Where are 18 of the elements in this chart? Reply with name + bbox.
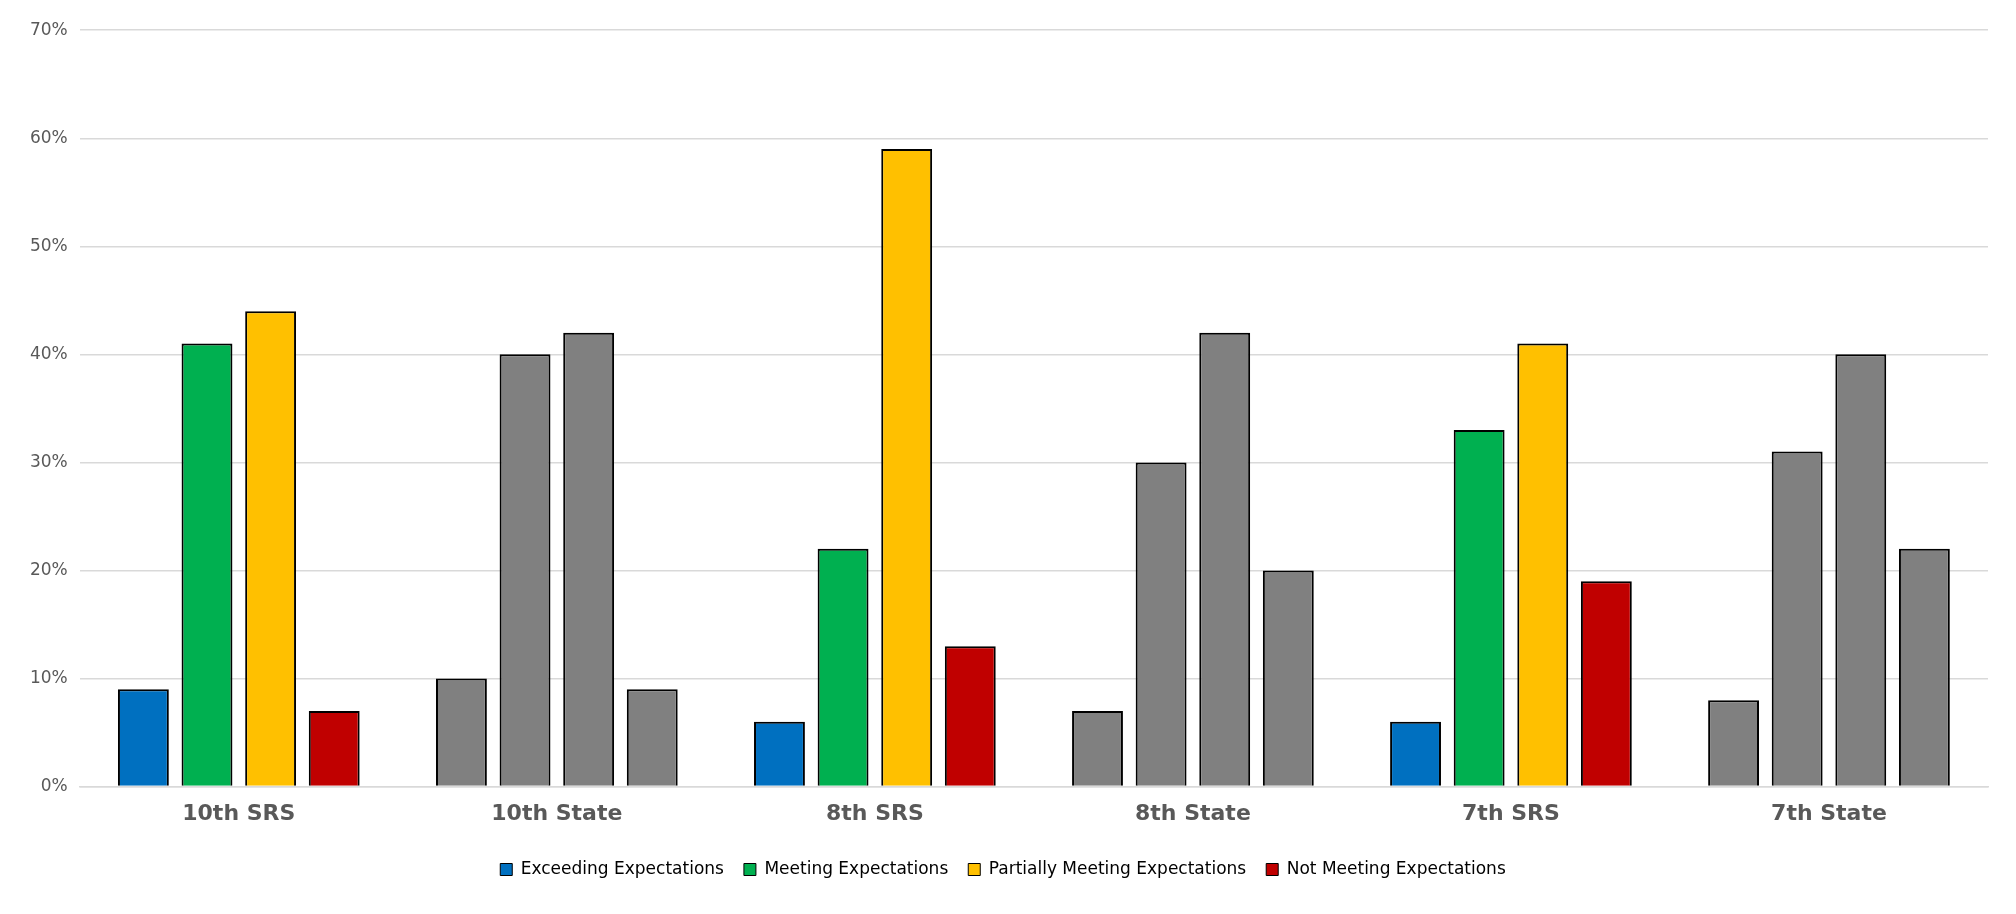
legend-label: Not Meeting Expectations: [1286, 857, 1506, 878]
x-tick-label: 10th SRS: [182, 799, 296, 825]
legend-label: Partially Meeting Expectations: [988, 857, 1247, 878]
x-tick-label: 8th State: [1135, 799, 1251, 825]
x-tick-label: 7th SRS: [1462, 799, 1560, 825]
y-tick-label: 20%: [29, 558, 68, 579]
y-tick-label: 70%: [29, 18, 68, 39]
x-tick-label: 10th State: [491, 799, 623, 825]
y-tick-label: 0%: [40, 775, 68, 796]
x-tick-label: 8th SRS: [825, 799, 924, 825]
y-tick-label: 50%: [29, 234, 68, 255]
y-tick-label: 40%: [29, 342, 68, 363]
y-tick-label: 10%: [29, 666, 68, 687]
x-tick-label: 7th State: [1771, 799, 1887, 825]
legend-label: Exceeding Expectations: [520, 857, 725, 878]
y-tick-label: 60%: [29, 126, 68, 147]
legend-label: Meeting Expectations: [764, 857, 949, 878]
y-tick-label: 30%: [29, 450, 68, 471]
